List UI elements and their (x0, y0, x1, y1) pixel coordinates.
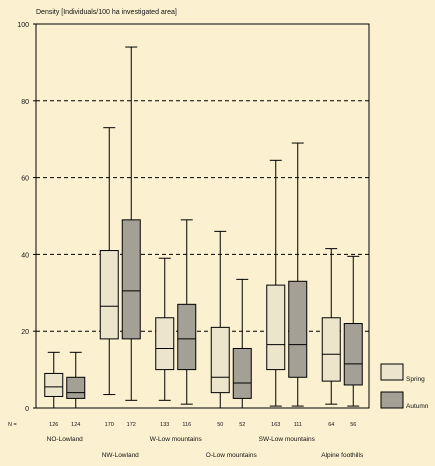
box-autumn (288, 280, 308, 378)
n-count: 124 (71, 422, 80, 428)
gridlines (36, 100, 369, 332)
legend-label-spring: Spring (406, 376, 425, 383)
box-spring (266, 284, 286, 371)
category-label: NO-Lowland (47, 436, 84, 443)
category-label: NW-Lowland (102, 452, 139, 459)
box-autumn (232, 347, 252, 399)
y-tick-label: 60 (21, 176, 29, 183)
box-spring (321, 317, 341, 382)
boxes (44, 46, 363, 409)
legend-label-autumn: Autumn (406, 403, 429, 410)
n-count: 163 (271, 422, 280, 428)
y-axis-title: Density [Individuals/100 ha investigated… (36, 9, 177, 16)
y-tick-label: 80 (21, 99, 29, 106)
y-tick-label: 40 (21, 252, 29, 259)
box-spring (44, 372, 64, 397)
n-count: 64 (328, 422, 334, 428)
legend-swatch-autumn (380, 391, 404, 409)
category-label: O-Low mountains (206, 452, 258, 459)
n-count: 111 (294, 422, 302, 428)
box-autumn (343, 323, 363, 386)
box-spring (99, 250, 119, 340)
box-autumn (66, 376, 86, 399)
category-label: W-Low mountains (150, 436, 203, 443)
plot-frame (35, 23, 370, 409)
box-autumn (121, 219, 141, 340)
n-count: 170 (105, 422, 114, 428)
category-labels: N = 126 124 NO-Lowland 170 172 NW-Lowland 133 11… (8, 422, 364, 459)
y-tick-label: 100 (17, 22, 29, 29)
category-label: Alpine foothills (321, 452, 364, 459)
legend: Spring Autumn (380, 363, 429, 410)
box-spring (210, 326, 230, 394)
axes: 0 20 40 60 80 100 (17, 22, 370, 413)
box-autumn (177, 303, 197, 371)
n-count: 133 (160, 422, 169, 428)
y-tick-label: 0 (25, 406, 29, 413)
y-tick-label: 20 (21, 329, 29, 336)
n-count: 116 (182, 422, 191, 428)
n-count: 126 (49, 422, 58, 428)
n-count: 56 (350, 422, 356, 428)
n-prefix: N = (8, 422, 17, 428)
legend-swatch-spring (380, 363, 404, 381)
box-spring (155, 317, 175, 371)
n-count: 50 (217, 422, 223, 428)
n-count: 172 (127, 422, 136, 428)
n-count: 52 (239, 422, 245, 428)
category-label: SW-Low mountains (259, 436, 316, 443)
